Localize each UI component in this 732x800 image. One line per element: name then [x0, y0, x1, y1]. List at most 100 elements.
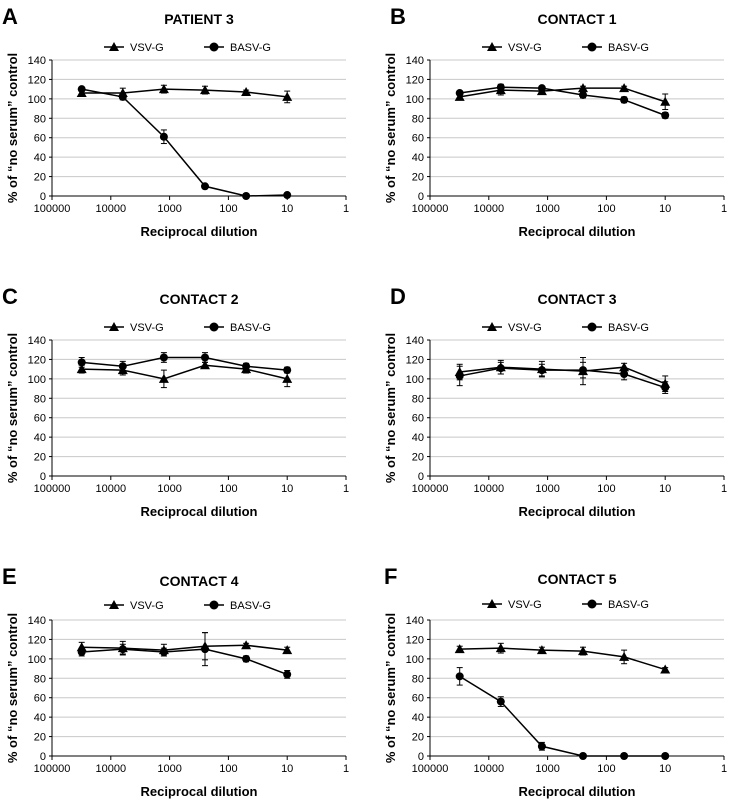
- data-point-triangle: [536, 645, 547, 655]
- x-tick-label: 100000: [412, 483, 449, 495]
- y-tick-label: 100: [406, 654, 424, 666]
- legend-label: BASV-G: [608, 42, 649, 54]
- data-point-circle: [201, 182, 210, 191]
- x-tick-label: 100: [597, 763, 615, 775]
- y-tick-label: 20: [412, 172, 424, 184]
- chart-panel-b: B CONTACT 1 0 20 40 60 80 100 120 140 100000 10000 1…: [383, 4, 727, 239]
- y-tick-label: 40: [34, 712, 46, 724]
- data-point-circle: [283, 366, 292, 375]
- y-tick-label: 140: [28, 55, 46, 67]
- x-tick-label: 1000: [535, 203, 559, 215]
- x-tick-label: 10: [281, 483, 293, 495]
- data-point-circle: [118, 645, 127, 654]
- data-point-circle: [201, 353, 210, 362]
- y-tick-label: 0: [418, 751, 424, 763]
- y-tick-label: 40: [34, 432, 46, 444]
- panel-letter: F: [384, 564, 397, 589]
- y-tick-label: 20: [412, 452, 424, 464]
- data-point-circle: [283, 191, 292, 200]
- panel-title: PATIENT 3: [164, 11, 234, 27]
- data-point-triangle: [619, 83, 630, 93]
- y-tick-label: 80: [412, 393, 424, 405]
- data-point-triangle: [241, 87, 252, 97]
- x-tick-label: 10000: [474, 203, 505, 215]
- data-point-triangle: [495, 643, 506, 653]
- x-tick-label: 100: [219, 483, 237, 495]
- y-tick-label: 20: [34, 732, 46, 744]
- y-tick-label: 60: [412, 413, 424, 425]
- y-tick-label: 80: [34, 393, 46, 405]
- data-point-circle: [496, 697, 505, 706]
- y-tick-label: 120: [28, 74, 46, 86]
- data-point-circle: [159, 132, 168, 141]
- data-point-triangle: [660, 96, 671, 106]
- y-tick-label: 140: [406, 615, 424, 627]
- y-axis-title: % of “no serum” control: [5, 613, 20, 763]
- legend-circle-marker: [587, 322, 597, 332]
- panel-letter: C: [2, 284, 18, 309]
- series-line-vsv-g: [81, 644, 288, 651]
- y-tick-label: 40: [412, 152, 424, 164]
- legend-label: VSV-G: [130, 42, 164, 54]
- panel-letter: D: [390, 284, 406, 309]
- x-tick-label: 1000: [157, 203, 181, 215]
- x-axis-title: Reciprocal dilution: [518, 224, 635, 239]
- x-tick-label: 100: [219, 763, 237, 775]
- y-tick-label: 60: [412, 133, 424, 145]
- data-point-circle: [455, 672, 464, 681]
- y-tick-label: 60: [34, 413, 46, 425]
- legend-label: BASV-G: [230, 600, 271, 612]
- x-tick-label: 10: [659, 483, 671, 495]
- legend-label: BASV-G: [608, 322, 649, 334]
- y-tick-label: 40: [412, 712, 424, 724]
- x-tick-label: 100000: [412, 763, 449, 775]
- y-tick-label: 140: [28, 335, 46, 347]
- data-point-circle: [579, 366, 588, 375]
- data-point-triangle: [619, 651, 630, 661]
- x-tick-label: 10000: [96, 483, 127, 495]
- y-tick-label: 100: [406, 374, 424, 386]
- legend-triangle-marker: [487, 322, 497, 331]
- data-point-circle: [620, 370, 629, 378]
- data-point-triangle: [158, 84, 169, 94]
- data-point-circle: [620, 752, 629, 760]
- chart-panel-c: C CONTACT 2 0 20 40 60 80 100 120 140 100000 10000 1…: [2, 284, 349, 519]
- data-point-circle: [159, 648, 168, 657]
- legend-circle-marker: [209, 42, 219, 52]
- data-point-circle: [242, 654, 251, 663]
- x-tick-label: 100000: [34, 483, 71, 495]
- y-tick-label: 20: [34, 452, 46, 464]
- y-tick-label: 100: [406, 94, 424, 106]
- y-axis-title: % of “no serum” control: [383, 53, 398, 203]
- data-point-circle: [159, 353, 168, 362]
- legend-circle-marker: [209, 322, 219, 332]
- data-point-circle: [496, 83, 505, 92]
- panel-letter: A: [2, 4, 18, 29]
- legend-triangle-marker: [109, 600, 119, 609]
- x-tick-label: 10000: [96, 203, 127, 215]
- legend-label: BASV-G: [608, 599, 649, 611]
- data-point-triangle: [282, 91, 293, 101]
- x-axis-title: Reciprocal dilution: [140, 224, 257, 239]
- legend-label: VSV-G: [508, 42, 542, 54]
- data-point-circle: [661, 111, 670, 120]
- series-line-basv-g: [81, 356, 288, 371]
- x-tick-label: 1: [721, 203, 727, 215]
- series-line-vsv-g: [459, 87, 666, 103]
- data-point-triangle: [454, 644, 465, 654]
- data-point-circle: [242, 192, 251, 200]
- y-tick-label: 140: [406, 335, 424, 347]
- x-tick-label: 10000: [96, 763, 127, 775]
- y-tick-label: 120: [28, 634, 46, 646]
- y-tick-label: 0: [418, 191, 424, 203]
- series-line-basv-g: [81, 648, 288, 676]
- x-axis-title: Reciprocal dilution: [140, 784, 257, 799]
- legend-triangle-marker: [109, 42, 119, 51]
- panel-title: CONTACT 4: [159, 573, 238, 589]
- series-line-vsv-g: [81, 88, 288, 98]
- data-point-circle: [496, 364, 505, 373]
- x-tick-label: 10: [281, 763, 293, 775]
- data-point-circle: [455, 371, 464, 380]
- data-point-circle: [77, 85, 86, 94]
